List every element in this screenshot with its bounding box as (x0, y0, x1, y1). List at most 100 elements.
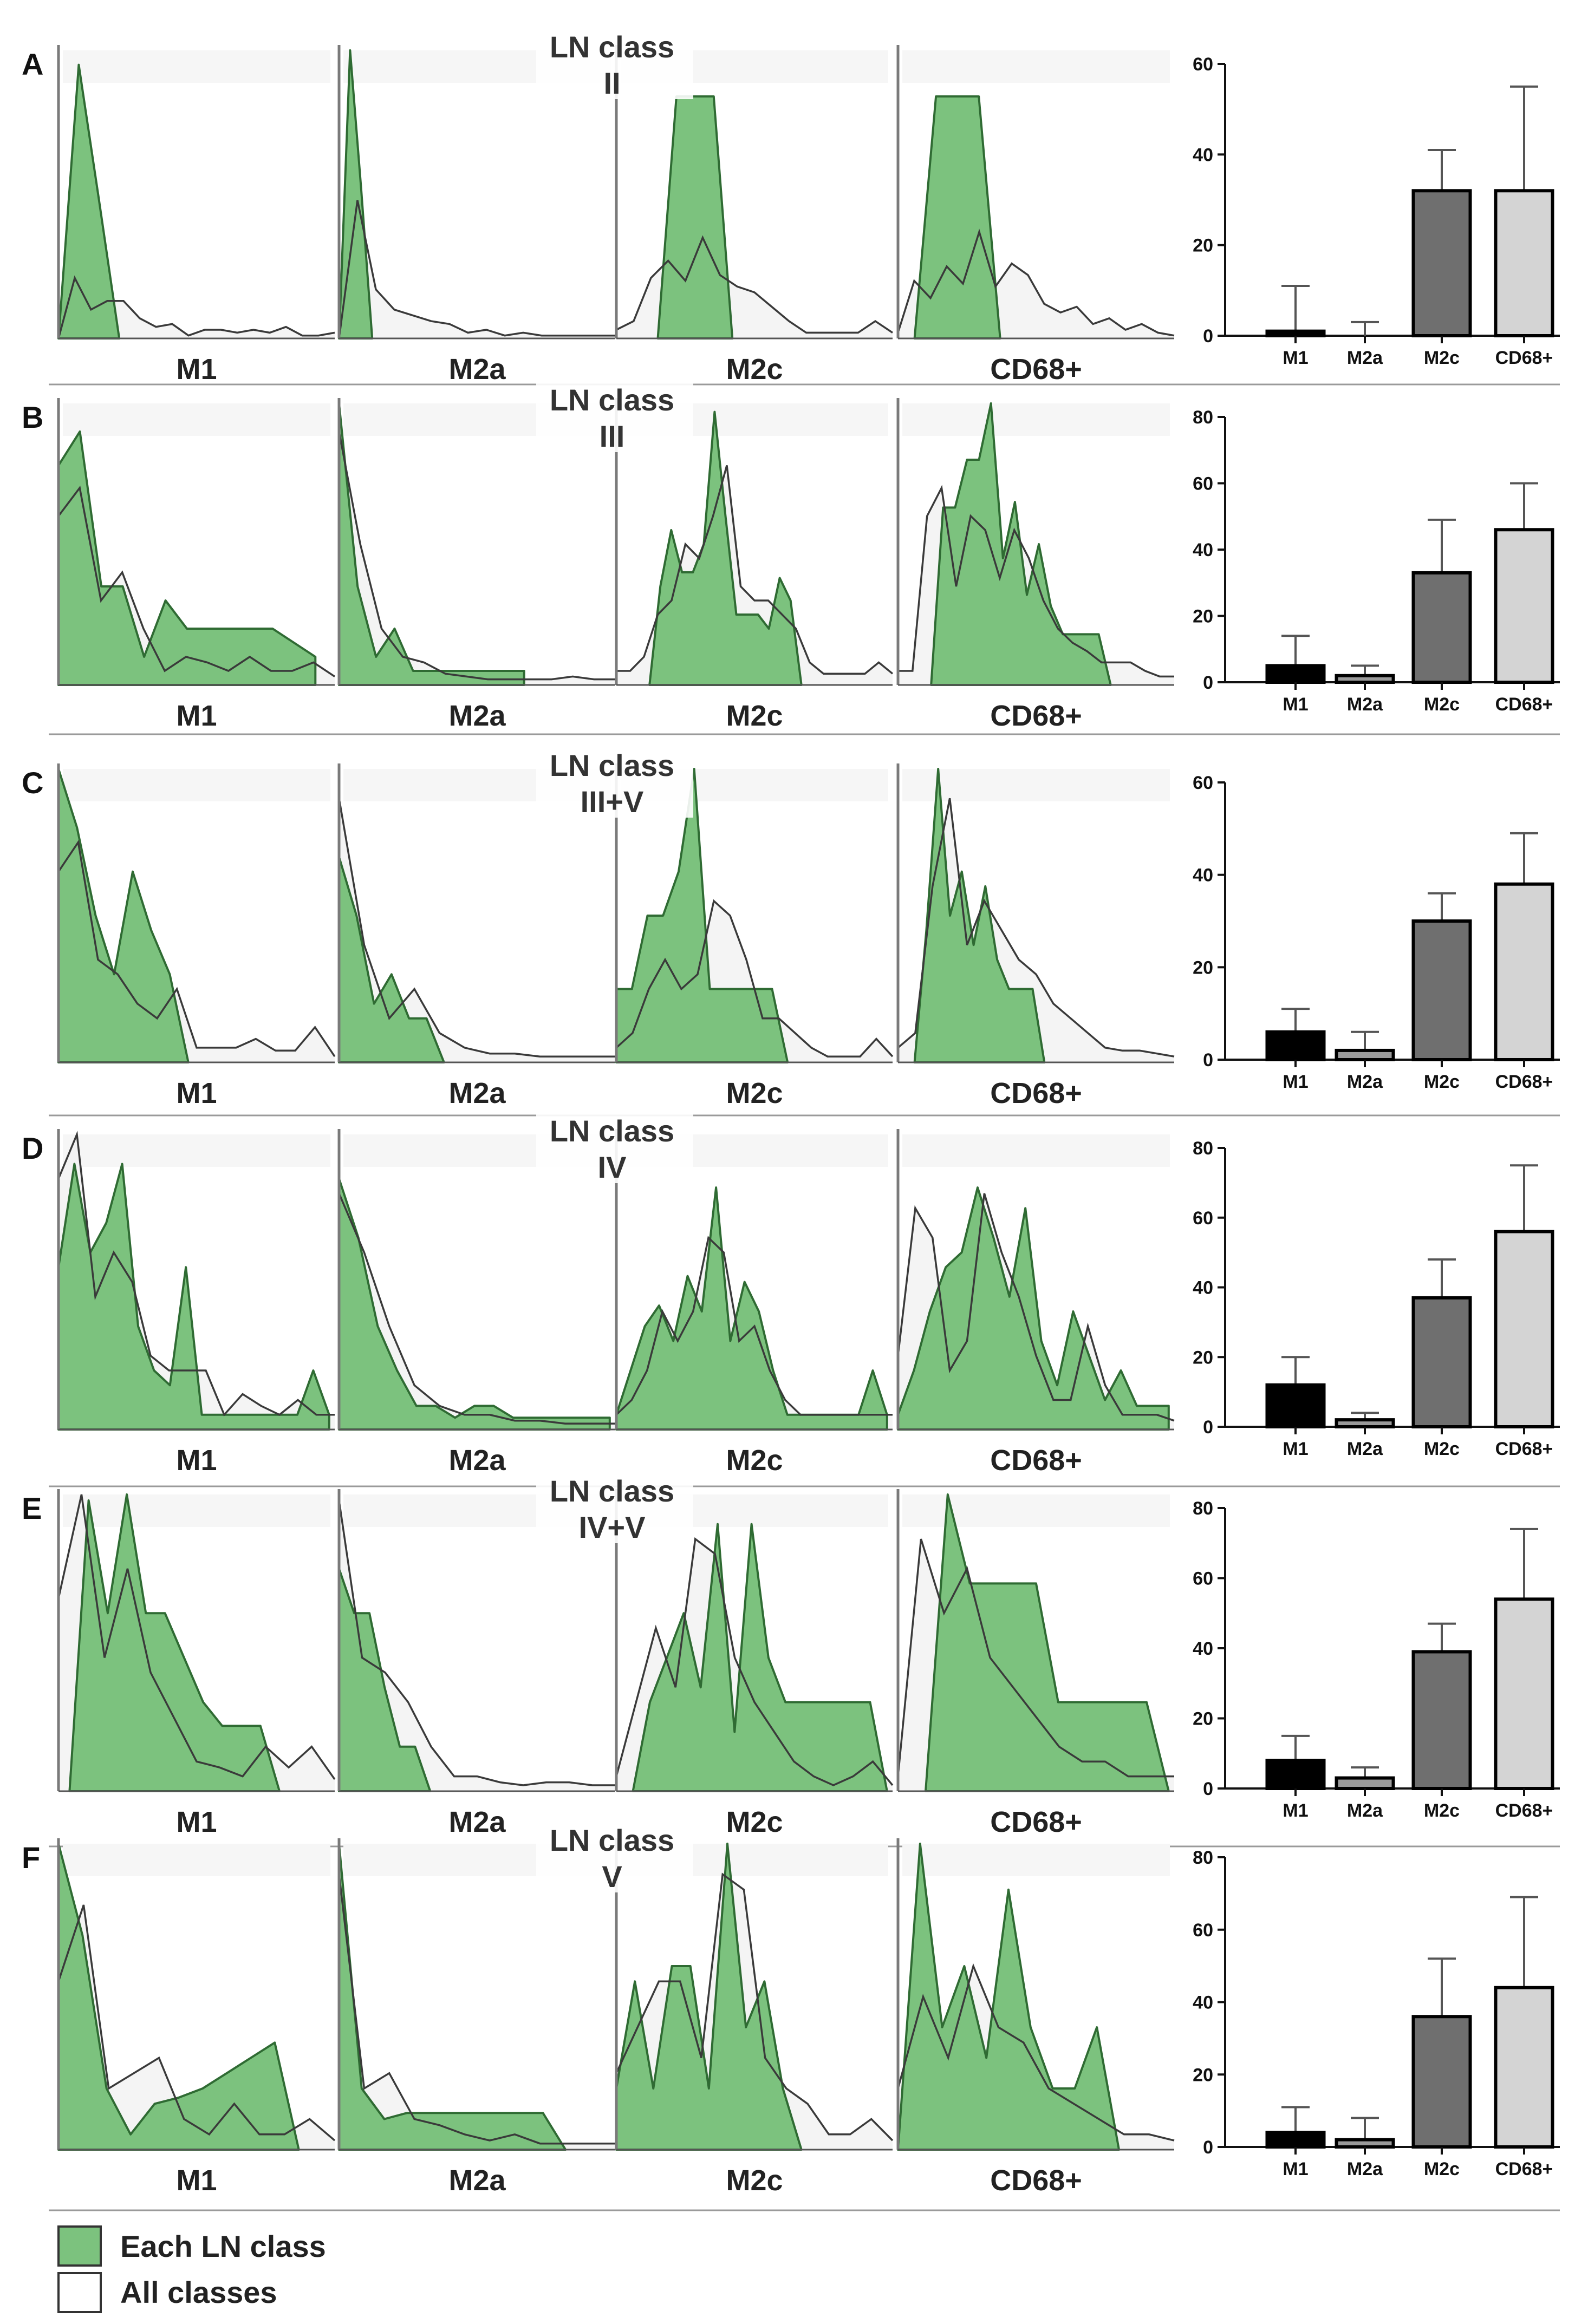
class-title-line1: LN class (550, 30, 674, 64)
each-ln-class-area (615, 768, 789, 1063)
bar-category-label: M2c (1424, 348, 1460, 368)
legend: Each LN class All classes (57, 2225, 326, 2313)
class-title-line1: LN class (550, 1474, 674, 1508)
y-tick-label: 60 (1193, 1208, 1213, 1229)
histogram-label: M2c (726, 2164, 783, 2197)
class-title-line2: IV (598, 1150, 627, 1184)
bar-m2c (1411, 1650, 1472, 1791)
histogram-label: M2a (448, 700, 506, 732)
histogram-m1: M1 (57, 398, 335, 732)
panel-letter: A (22, 47, 43, 81)
y-tick-label: 40 (1193, 1993, 1213, 2013)
class-title-line2: II (603, 66, 620, 100)
panel-letter: F (22, 1840, 40, 1875)
histogram-label: M2c (726, 1444, 783, 1477)
class-title-line1: LN class (550, 383, 674, 417)
all-classes-line (615, 899, 894, 1057)
histogram-label: M2a (448, 1806, 506, 1838)
bar-category-label: M1 (1283, 1800, 1308, 1821)
histogram-header-bg (63, 50, 330, 83)
histogram-header-bg (63, 1134, 330, 1167)
histogram-cd68-pos: CD68+ (896, 1838, 1175, 2197)
bar-cd68-pos (1494, 189, 1554, 337)
bar-m1 (1265, 664, 1326, 684)
bar-m1 (1265, 329, 1326, 338)
bar-m2a (1335, 1776, 1395, 1790)
class-title-line1: LN class (550, 1114, 674, 1148)
legend-label-each: Each LN class (120, 2229, 326, 2263)
bar-category-label: CD68+ (1495, 1072, 1553, 1092)
all-classes-line (897, 1963, 1175, 2142)
each-ln-class-area (338, 1177, 611, 1431)
bar-m2c (1411, 1296, 1472, 1428)
histogram-header-bg (63, 769, 330, 801)
y-tick-label: 20 (1193, 1709, 1213, 1729)
all-classes-line (57, 839, 336, 1057)
y-tick-label: 60 (1193, 1569, 1213, 1589)
histogram-m1: M1 (57, 763, 336, 1109)
all-classes-line (615, 1537, 894, 1786)
all-classes-line (57, 485, 335, 677)
all-classes-line (897, 1538, 1174, 1778)
each-ln-class-area (57, 63, 121, 340)
bar-category-label: M1 (1283, 1439, 1308, 1459)
bar-m1 (1265, 1030, 1326, 1062)
histogram-header-bg (63, 403, 330, 436)
bar-category-label: M1 (1283, 2159, 1308, 2179)
each-ln-class-area (338, 856, 445, 1063)
y-tick-label: 0 (1203, 1050, 1213, 1070)
histogram-label: M2c (726, 1077, 783, 1109)
each-ln-class-area (68, 1493, 281, 1792)
histogram-label: M1 (176, 1444, 217, 1477)
histogram-label: M2c (726, 353, 783, 386)
all-classes-area (339, 1500, 615, 1791)
histogram-label: CD68+ (990, 1077, 1082, 1109)
bar-category-label: M2a (1347, 348, 1383, 368)
class-title-bg (536, 1113, 693, 1183)
bar-chart: 0 20 40 60 80 M1 M2a M2c CD68+ (1193, 407, 1560, 715)
histogram-cd68-pos: CD68+ (896, 398, 1174, 732)
histogram-label: CD68+ (990, 353, 1082, 386)
histogram-header-bg (902, 1134, 1170, 1167)
bar-cd68-pos (1494, 528, 1554, 684)
each-ln-class-area (930, 402, 1112, 686)
bar-cd68-pos (1494, 1230, 1554, 1428)
class-title-line2: III (600, 419, 625, 453)
class-title-line2: V (602, 1859, 622, 1894)
histogram-header-bg (902, 50, 1170, 83)
each-ln-class-area (57, 1163, 330, 1431)
bar-m2a (1335, 674, 1395, 684)
each-ln-class-area (57, 768, 190, 1063)
histogram-label: M2a (448, 2164, 506, 2197)
legend-label-all: All classes (120, 2275, 277, 2309)
y-tick-label: 60 (1193, 773, 1213, 793)
class-title-line1: LN class (550, 748, 674, 782)
histogram-header-bg (902, 769, 1170, 801)
class-title-line2: IV+V (579, 1510, 646, 1544)
y-tick-label: 20 (1193, 1347, 1213, 1368)
y-tick-label: 0 (1203, 326, 1213, 347)
bar-category-label: CD68+ (1495, 1800, 1553, 1821)
histogram-header-bg (902, 1494, 1170, 1527)
histogram-label: CD68+ (990, 1806, 1082, 1838)
class-title-bg (536, 1822, 693, 1892)
y-tick-label: 60 (1193, 474, 1213, 494)
all-classes-line (57, 1131, 335, 1417)
each-ln-class-area (57, 430, 317, 686)
all-classes-line (616, 235, 893, 334)
all-classes-area (339, 1874, 615, 2150)
y-tick-label: 20 (1193, 606, 1213, 627)
each-ln-class-area (897, 1843, 1120, 2151)
y-tick-label: 80 (1193, 1848, 1213, 1868)
all-classes-line (615, 1872, 894, 2142)
histogram-m1: M1 (57, 45, 335, 386)
bar-cd68-pos (1494, 1986, 1554, 2149)
y-tick-label: 40 (1193, 1638, 1213, 1659)
y-tick-label: 0 (1203, 1779, 1213, 1799)
bar-m1 (1265, 1759, 1326, 1790)
each-ln-class-area (57, 1843, 300, 2151)
all-classes-line (897, 229, 1175, 337)
